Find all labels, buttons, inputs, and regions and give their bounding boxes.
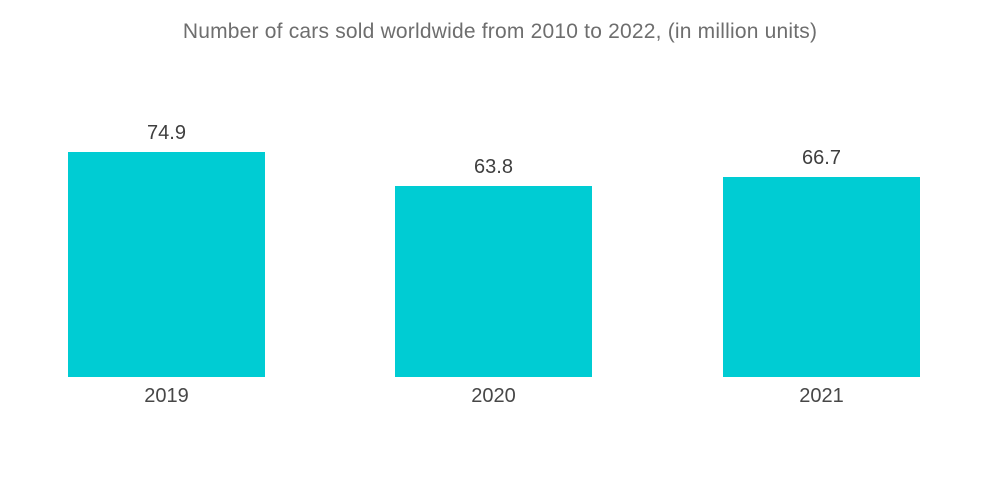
bar-stack: 66.7: [723, 148, 920, 377]
bar-stack: 63.8: [395, 157, 592, 377]
bar: [68, 152, 265, 377]
x-axis-tick-label: 2019: [144, 385, 189, 407]
bar-value-label: 74.9: [147, 122, 186, 145]
bar-value-label: 63.8: [474, 155, 513, 178]
bar-stack: 74.9: [68, 123, 265, 377]
x-axis-tick-label: 2021: [799, 385, 844, 407]
bar: [395, 185, 592, 377]
bar-group-2020: 63.8: [395, 0, 592, 377]
bar-group-2021: 66.7: [723, 0, 920, 377]
bar-value-label: 66.7: [802, 146, 841, 169]
bar: [723, 176, 920, 377]
x-axis-tick-label: 2020: [471, 385, 516, 407]
chart-title: Number of cars sold worldwide from 2010 …: [182, 20, 818, 43]
bar-group-2019: 74.9: [68, 0, 265, 377]
